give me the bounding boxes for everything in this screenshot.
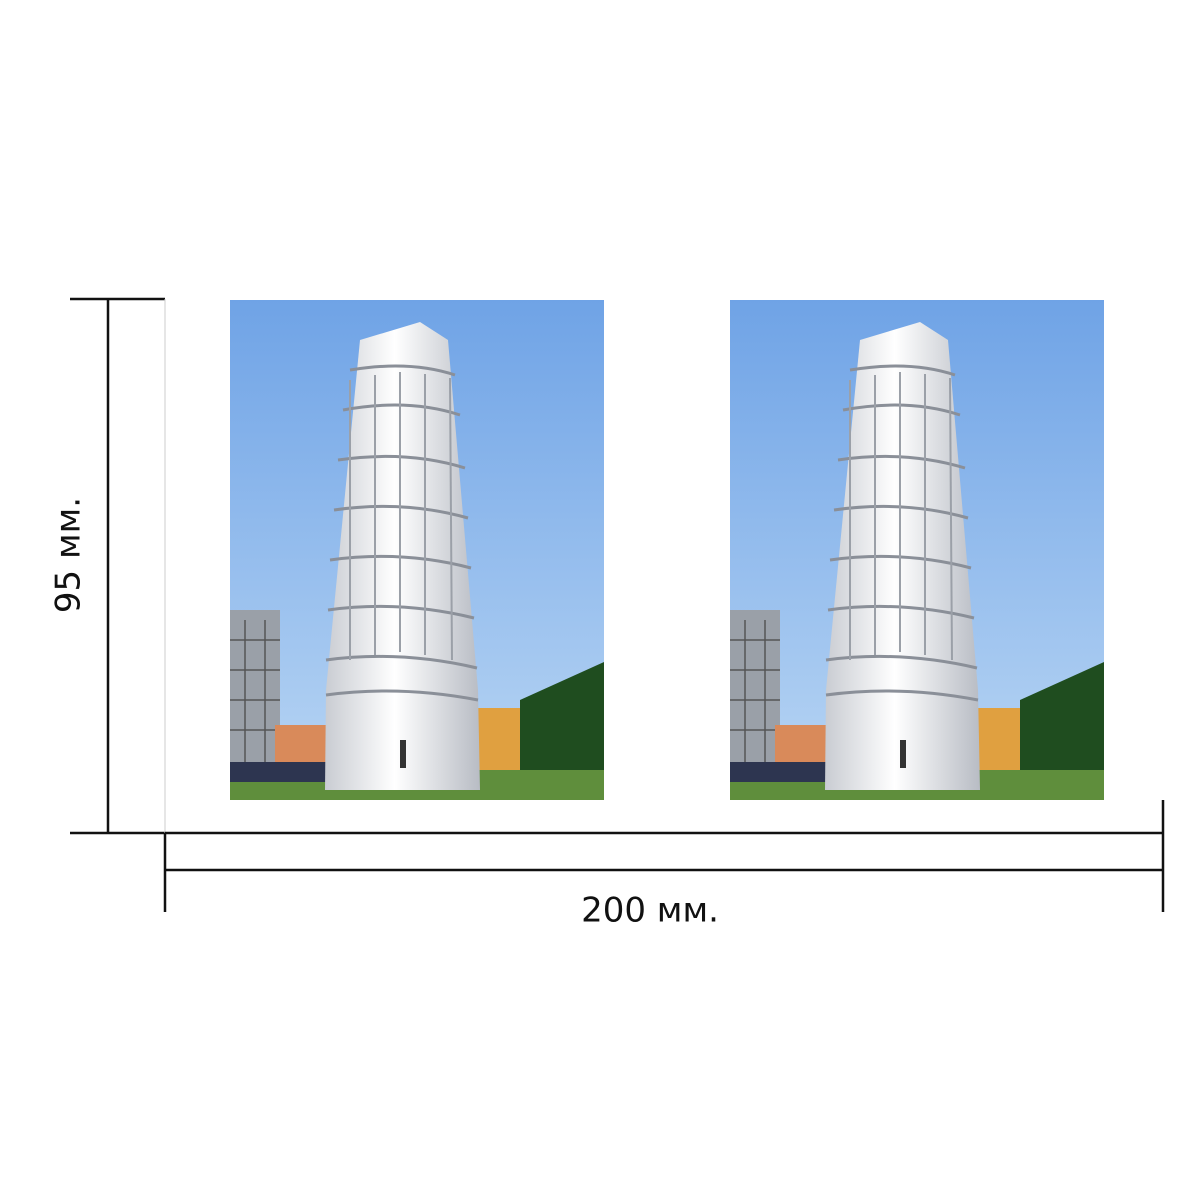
product-photo	[228, 298, 606, 802]
height-dimension	[70, 297, 166, 835]
height-label: 95 мм.	[49, 497, 89, 613]
width-label: 200 мм.	[581, 891, 719, 931]
width-dimension	[163, 800, 1165, 912]
product-photo	[728, 298, 1106, 802]
